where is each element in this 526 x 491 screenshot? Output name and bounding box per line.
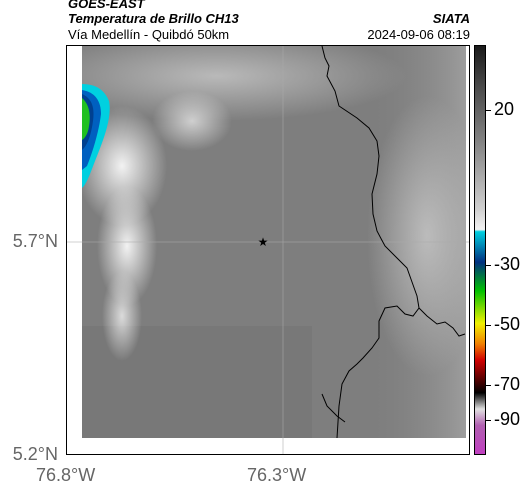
brightness-temperature-image: ★ [67,46,469,454]
y-tick-5-2N: 5.2°N [12,444,58,464]
colorbar-tick-minus30: -30 [494,254,521,274]
product-title: Temperatura de Brillo CH13 [68,11,239,26]
x-tick-76-3W: 76.3°W [247,465,307,485]
region-label: Vía Medellín - Quibdó 50km [68,27,230,42]
y-tick-5-7N: 5.7°N [12,231,58,251]
boundary-line [321,46,420,439]
org-label: SIATA [432,11,470,26]
satellite-label: GOES-EAST [68,0,145,11]
colorbar-tick-20: 20 [494,99,515,119]
colorbar-tick-minus70: -70 [494,374,521,394]
satellite-map: ★ [66,45,470,455]
location-marker-star: ★ [258,235,269,249]
colorbar-tick-minus90: -90 [494,409,521,429]
colorbar [474,45,486,455]
datetime-label: 2024-09-06 08:19 [367,27,470,42]
x-tick-76-8W: 76.8°W [36,465,96,485]
boundary-line-east [418,307,466,337]
colorbar-tick-minus50: -50 [494,314,521,334]
